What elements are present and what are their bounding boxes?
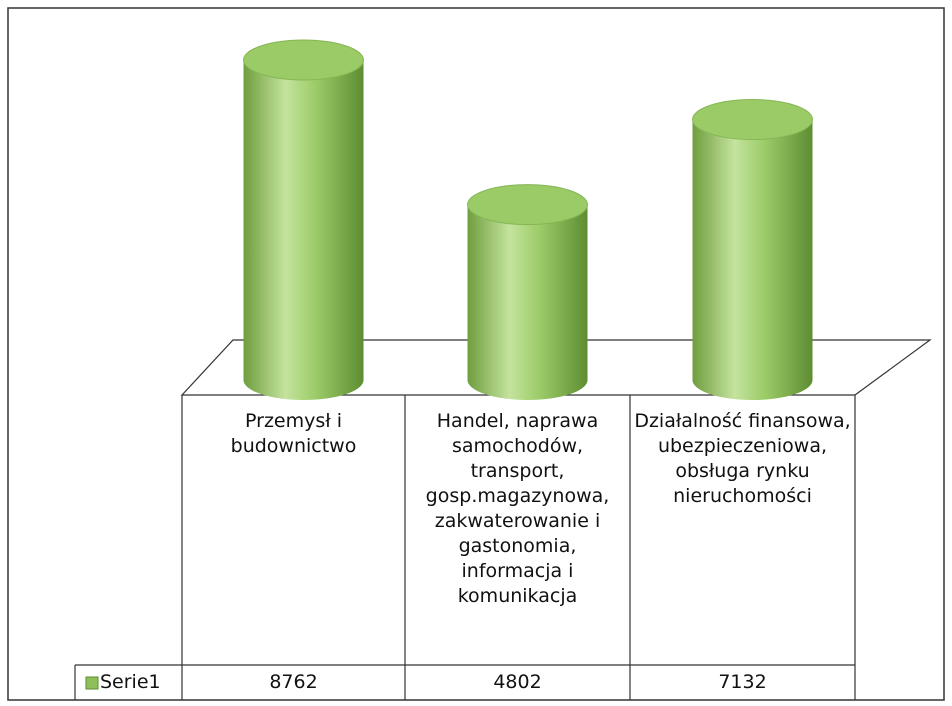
value-label: 8762: [269, 671, 318, 693]
category-label: Przemysł i budownictwo: [230, 410, 357, 457]
bar: [692, 119, 813, 400]
bar: [467, 204, 588, 400]
value-label: 4802: [493, 671, 542, 693]
frame: [7, 7, 945, 701]
bar-top: [243, 39, 364, 81]
category-label: Działalność finansowa, ubezpieczeniowa, …: [634, 410, 851, 507]
bar-top: [467, 184, 588, 226]
legend-label: Serie1: [100, 671, 161, 693]
legend-swatch: [85, 676, 99, 690]
value-label: 7132: [718, 671, 767, 693]
table-grid: [74, 395, 856, 700]
category-label: Handel, naprawa samochodów, transport, g…: [425, 410, 610, 607]
bar-top: [692, 99, 813, 141]
bar: [243, 60, 364, 400]
